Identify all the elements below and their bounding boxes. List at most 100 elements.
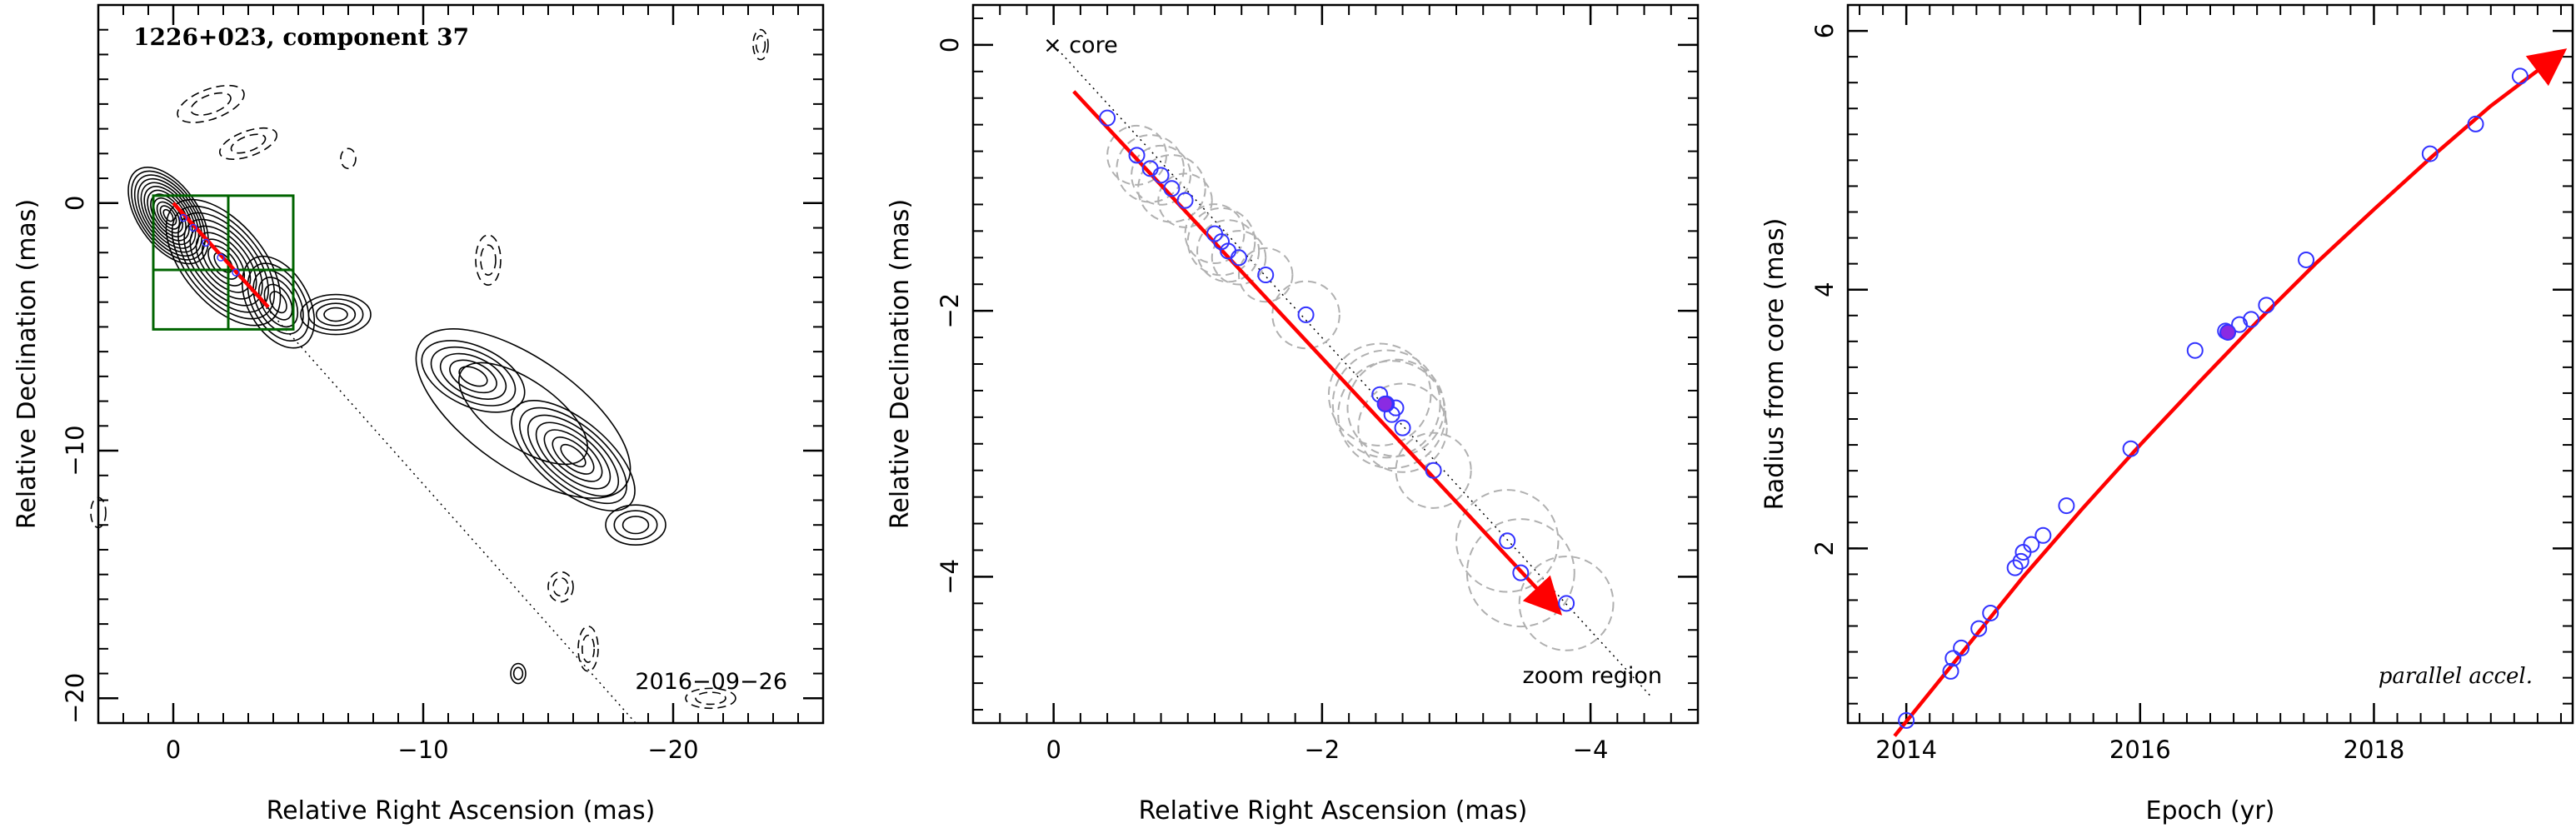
contour-line [263,283,293,321]
panel3-points [1898,67,2529,729]
error-circle [1346,358,1445,457]
contour-line [458,366,488,387]
error-circle [1137,154,1206,223]
data-point [1231,249,1247,267]
panel1-contours [90,28,769,710]
data-point [2023,536,2040,553]
data-point [2511,67,2529,85]
x-tick-label: −2 [1305,736,1340,764]
contour-line [156,201,181,230]
data-point [2298,251,2315,268]
x-tick-label: 0 [166,736,181,764]
y-tick-label: 2 [1810,541,1839,556]
data-point [2034,526,2052,544]
contour-line [622,516,650,535]
error-circle [1186,207,1256,277]
contour-line [201,238,246,287]
contour-line [189,225,257,300]
data-point [2243,311,2260,328]
panel-zoom-region: × core zoom region Relative Right Ascens… [886,3,1700,826]
error-circle [1465,518,1575,628]
panel1-trajectory [172,202,270,309]
y-tick-label: −4 [936,559,964,595]
panel3-fit-curve [1893,48,2568,737]
panel2-points [1099,109,1575,612]
panel3-ylabel: Radius from core (mas) [1760,218,1790,511]
panel1-epoch-label: 2016−09−26 [635,669,787,695]
data-point [1425,461,1442,479]
x-tick-label: 2016 [2109,736,2171,764]
data-point [1898,711,1915,729]
data-point [2186,342,2204,359]
negative-contour [552,576,569,597]
negative-contour [90,496,107,529]
contour-line [421,340,526,413]
trajectory-point [202,238,210,247]
data-point [1970,620,1988,637]
y-tick-label: 4 [1810,282,1839,297]
contour-line [605,504,666,546]
y-tick-label: 6 [1810,23,1839,38]
error-circle [1455,489,1560,593]
data-point [1953,639,1970,656]
y-tick-label: −10 [61,425,89,476]
panel2-core-label: × core [1043,32,1118,58]
contour-line [449,359,497,394]
panel1-title: 1226+023, component 37 [133,23,469,51]
negative-contour [547,571,574,603]
contour-line [247,262,310,342]
contour-line [439,352,507,400]
negative-contour [480,244,497,276]
data-point [2058,497,2075,515]
error-circle [1196,219,1261,283]
data-point [1257,267,1275,284]
negative-contour [581,634,595,663]
contour-line [241,255,316,349]
contour-line [323,307,348,322]
contour-line [140,182,197,249]
contour-line [252,269,304,335]
error-circle [1211,230,1267,286]
trajectory-point [179,213,187,222]
trajectory-point [217,253,225,262]
negative-contour [177,84,245,123]
contour-line [430,346,517,407]
trajectory-line [172,202,270,309]
contour-line [543,429,603,482]
data-point [2231,316,2249,333]
negative-contour [577,626,599,672]
data-point [1942,662,1959,680]
panel2-ylabel: Relative Declination (mas) [886,199,915,529]
data-point [2258,297,2275,314]
contour-line [207,245,239,280]
panel1-ylabel: Relative Declination (mas) [12,199,42,529]
data-point [1512,564,1530,581]
zoom-box-outline [152,194,295,331]
x-tick-label: 2014 [1875,736,1937,764]
contour-line [510,662,527,685]
panel1-xlabel: Relative Right Ascension (mas) [267,796,656,826]
x-tick-label: 0 [1046,736,1061,764]
panel3-xlabel: Epoch (yr) [2146,796,2275,826]
negative-contour [218,127,278,160]
panel3-note: parallel accel. [2379,664,2533,689]
contour-line [300,293,372,336]
contour-line [458,362,588,466]
error-circle [1184,203,1246,265]
error-circle [1157,172,1213,228]
contour-line [519,407,627,505]
data-point [1982,604,1999,621]
x-tick-label: 2018 [2344,736,2405,764]
y-tick-label: 0 [936,37,964,52]
data-point [1944,650,1962,667]
data-point [1499,532,1516,550]
contour-line [269,291,287,314]
data-point [1152,167,1170,184]
contour-line [415,328,632,499]
data-point [1099,109,1116,127]
y-tick-label: −2 [936,293,964,329]
error-circle [1271,280,1340,350]
negative-contour [755,34,766,55]
error-circle [1131,144,1191,206]
